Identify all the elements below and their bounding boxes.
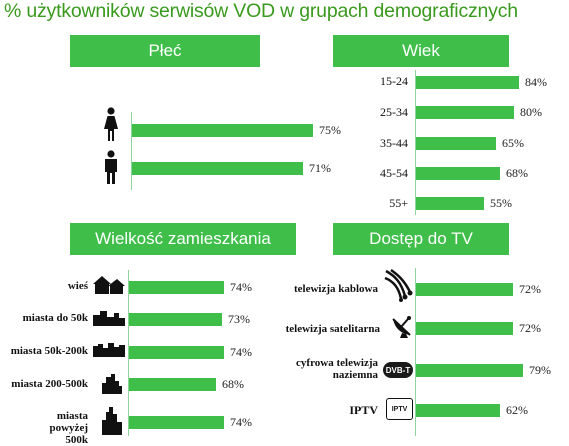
residence-label-city-200-500k: miasta 200-500k (11, 378, 88, 390)
panel-header-residence: Wielkość zamieszkania (70, 223, 296, 255)
residence-label-village: wieś (67, 280, 88, 292)
small-town-icon (93, 311, 125, 326)
dvbt-badge: DVB-T (383, 362, 413, 378)
bar-residence-3 (129, 378, 216, 391)
bar-tv-2 (416, 364, 523, 377)
axis-line-age (415, 70, 416, 215)
value-label-gender-0: 75% (319, 123, 341, 137)
value-label-age-3: 68% (506, 166, 528, 180)
residence-label-town-50k: miasta do 50k (22, 312, 88, 324)
bar-gender-0 (132, 124, 313, 137)
male-icon (105, 150, 117, 184)
value-label-age-1: 80% (520, 105, 542, 119)
value-label-tv-2: 79% (529, 363, 551, 377)
bar-age-1 (416, 106, 514, 119)
age-label-45-54: 45-54 (380, 166, 408, 180)
iptv-badge: IPTV (386, 398, 413, 420)
panel-header-gender-label: Płeć (148, 41, 182, 60)
age-label-35-44: 35-44 (380, 136, 408, 150)
dvbt-badge-label: DVB-T (385, 365, 411, 375)
cable-icon (384, 268, 413, 302)
tv-label-satellite: telewizja satelitarna (285, 323, 380, 335)
tv-label-dtt: cyfrowa telewizja naziemna (296, 357, 378, 381)
value-label-age-2: 65% (502, 136, 524, 150)
value-label-tv-3: 62% (506, 403, 528, 417)
age-label-15-24: 15-24 (380, 74, 408, 88)
value-label-residence-0: 74% (230, 280, 252, 294)
value-label-gender-1: 71% (309, 161, 331, 175)
bar-residence-0 (129, 281, 224, 294)
value-label-tv-0: 72% (519, 282, 541, 296)
panel-header-age: Wiek (333, 35, 509, 67)
house-icon (93, 276, 125, 294)
panel-header-tv-access: Dostęp do TV (333, 223, 509, 255)
panel-header-residence-label: Wielkość zamieszkania (95, 229, 271, 248)
value-label-residence-3: 68% (222, 377, 244, 391)
tv-label-iptv: IPTV (349, 403, 378, 417)
panel-header-age-label: Wiek (402, 41, 440, 60)
tv-label-cable: telewizja kablowa (293, 283, 378, 295)
iptv-badge-label: IPTV (391, 405, 408, 413)
axis-line-residence (128, 270, 129, 436)
bar-age-3 (416, 167, 500, 180)
age-label-25-34: 25-34 (380, 105, 408, 119)
axis-line-gender (131, 112, 132, 190)
satellite-dish-icon (392, 316, 411, 338)
bar-age-0 (416, 76, 519, 89)
large-city-icon (102, 374, 122, 394)
panel-header-tv-access-label: Dostęp do TV (369, 229, 473, 248)
bar-age-2 (416, 137, 496, 150)
bar-residence-4 (129, 416, 224, 429)
value-label-age-0: 84% (525, 75, 547, 89)
residence-label-city-50-200k: miasta 50k-200k (10, 345, 88, 357)
bar-residence-1 (129, 313, 222, 326)
metropolis-icon (102, 407, 122, 435)
bar-age-4 (416, 197, 484, 210)
value-label-residence-4: 74% (230, 415, 252, 429)
bar-residence-2 (129, 346, 224, 359)
mid-city-icon (93, 343, 125, 357)
bar-tv-3 (416, 404, 500, 417)
age-label-55plus: 55+ (389, 196, 408, 210)
female-icon (104, 107, 118, 141)
value-label-tv-1: 72% (519, 321, 541, 335)
value-label-residence-1: 73% (228, 312, 250, 326)
panel-header-gender: Płeć (70, 35, 260, 67)
bar-tv-1 (416, 322, 513, 335)
bar-tv-0 (416, 283, 513, 296)
residence-label-city-500kplus: miasta powyżej 500k (49, 410, 89, 446)
axis-line-tv-access (415, 268, 416, 436)
value-label-age-4: 55% (490, 196, 512, 210)
page-title: % użytkowników serwisów VOD w grupach de… (4, 0, 518, 22)
value-label-residence-2: 74% (230, 345, 252, 359)
bar-gender-1 (132, 162, 303, 175)
